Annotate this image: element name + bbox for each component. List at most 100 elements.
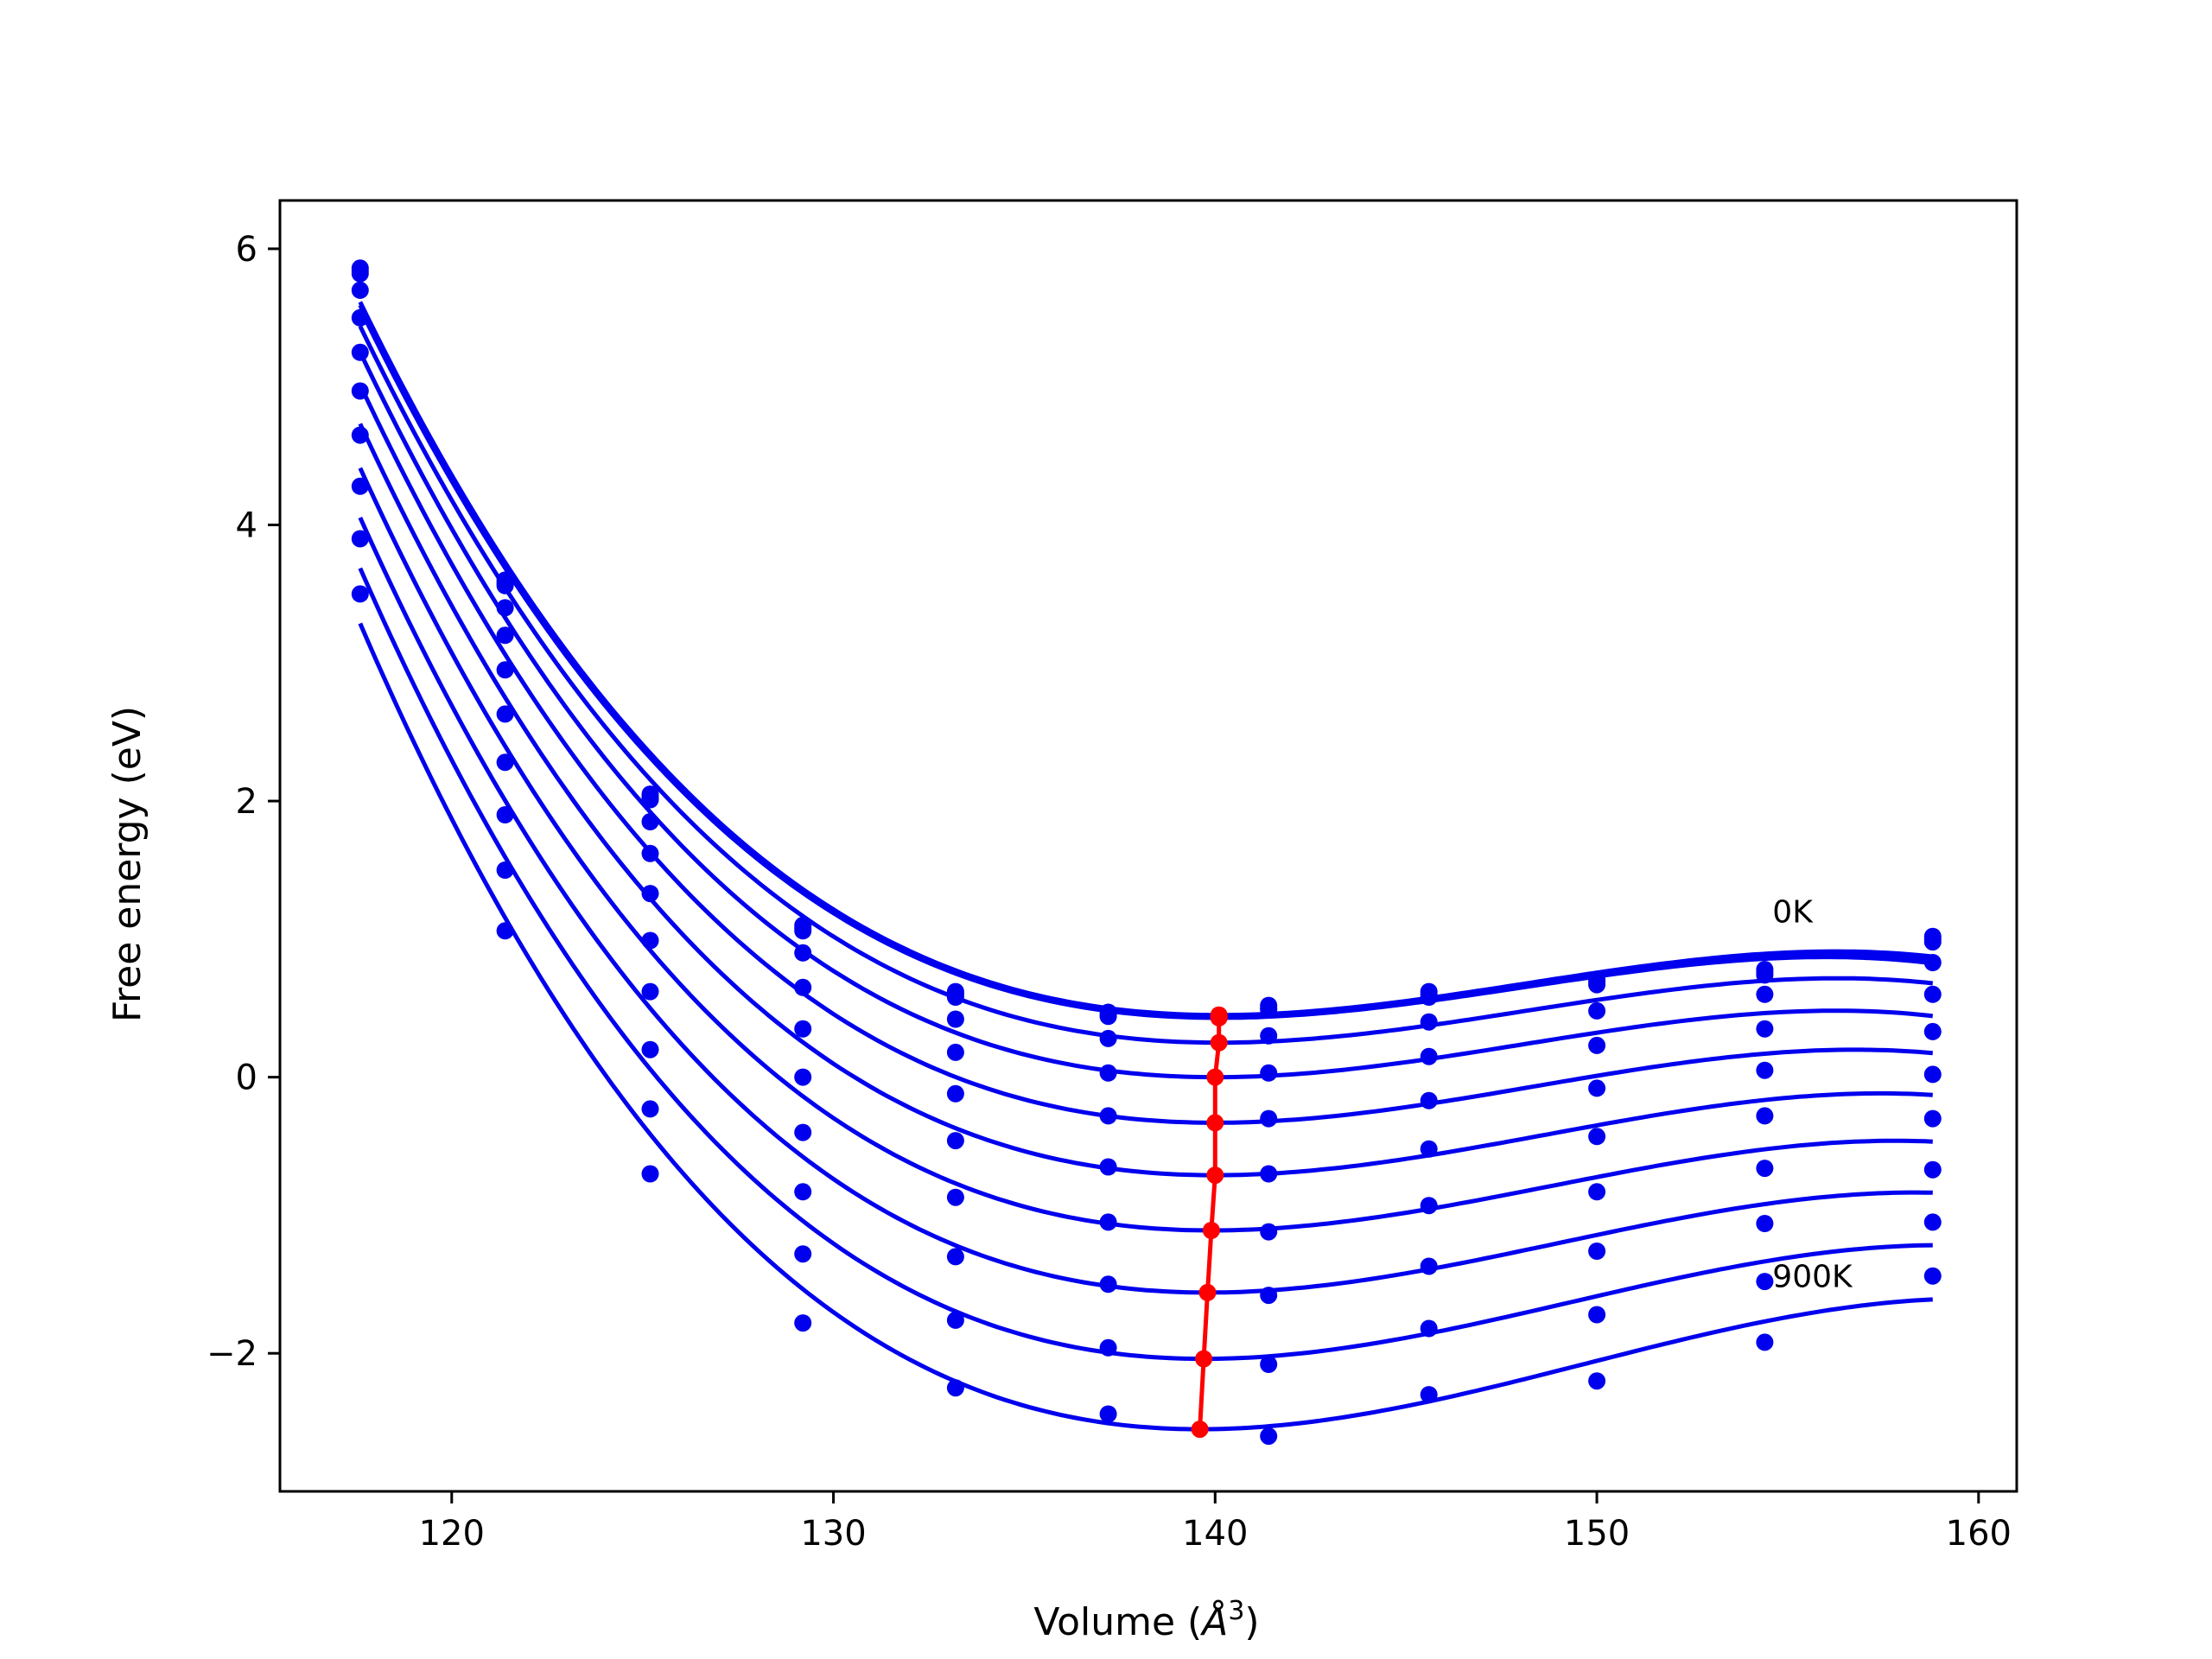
x-axis-label-close: ) [1244, 1600, 1259, 1644]
data-point [1756, 1061, 1774, 1079]
data-point [1099, 1213, 1117, 1231]
equilibrium-point [1191, 1421, 1209, 1439]
data-point [794, 1183, 812, 1201]
data-point [1420, 1013, 1438, 1031]
data-point [496, 705, 514, 723]
data-point [641, 1040, 659, 1058]
data-point [496, 576, 514, 594]
data-point [641, 791, 659, 809]
data-point [496, 626, 514, 645]
y-axis-label: Free energy (eV) [105, 706, 149, 1022]
fit-curve-7 [358, 467, 1933, 1233]
data-point [641, 813, 659, 830]
x-axis-label-unit: Å [1199, 1599, 1228, 1644]
data-point [641, 982, 659, 1001]
data-point [794, 1020, 812, 1038]
data-point [1923, 1065, 1942, 1084]
y-tick-label: 6 [236, 230, 257, 270]
data-point [351, 308, 369, 327]
data-point [1260, 1165, 1278, 1183]
data-point [1756, 1215, 1774, 1232]
data-point [1260, 1287, 1278, 1305]
equilibrium-point [1210, 1008, 1228, 1027]
data-point [946, 1010, 964, 1028]
data-point [1099, 1275, 1117, 1294]
data-point [1923, 954, 1942, 971]
curve-annotation: 0K [1772, 895, 1814, 931]
x-axis-label-main: Volume ( [1033, 1600, 1202, 1644]
data-points [351, 259, 1942, 1446]
y-axis-ticks: −2 0 2 4 6 [207, 230, 280, 1374]
data-point [1099, 1405, 1117, 1423]
data-point [1923, 1022, 1942, 1040]
data-point [1420, 1257, 1438, 1275]
fitted-curves [358, 301, 1934, 1432]
data-point [1260, 1001, 1278, 1019]
data-point [1099, 1338, 1117, 1357]
data-point [946, 988, 964, 1006]
data-point [351, 477, 369, 495]
data-point [351, 382, 369, 400]
data-point [794, 944, 812, 962]
curve-annotation: 900K [1772, 1260, 1853, 1295]
data-point [1923, 1267, 1942, 1285]
equilibrium-point [1202, 1222, 1220, 1239]
data-point [1588, 1183, 1606, 1201]
data-point [794, 922, 812, 940]
data-point [351, 281, 369, 299]
data-point [1420, 1319, 1438, 1338]
data-point [1260, 1356, 1278, 1373]
fit-curve-5 [358, 384, 1934, 1125]
x-axis-ticks: 120 130 140 150 160 [419, 1491, 2012, 1554]
data-point [351, 530, 369, 548]
fit-curve-9 [358, 567, 1933, 1362]
data-point [1420, 1091, 1438, 1109]
equilibrium-point [1198, 1283, 1217, 1301]
data-point [496, 661, 514, 679]
data-point [1923, 933, 1942, 951]
data-point [641, 885, 659, 903]
data-point [946, 1188, 964, 1206]
data-point [641, 1165, 659, 1183]
data-point [496, 753, 514, 772]
data-point [496, 806, 514, 823]
y-tick-label: −2 [207, 1334, 257, 1374]
plot-frame [278, 199, 2018, 1493]
data-point [1923, 1109, 1942, 1128]
data-point [946, 1248, 964, 1266]
data-point [1588, 1372, 1606, 1390]
data-point [1420, 1047, 1438, 1065]
data-point [1099, 1029, 1117, 1047]
data-point [1260, 1427, 1278, 1446]
data-point [1260, 1027, 1278, 1045]
data-point [946, 1132, 964, 1150]
data-point [1588, 1243, 1606, 1260]
data-point [1099, 1158, 1117, 1176]
x-axis-label-exponent: 3 [1228, 1596, 1244, 1626]
y-tick-label: 4 [236, 505, 257, 545]
data-point [946, 1311, 964, 1329]
data-point [1923, 985, 1942, 1003]
x-tick-label: 140 [1182, 1514, 1248, 1554]
data-point [1756, 1333, 1774, 1351]
data-point [1420, 988, 1438, 1006]
data-point [794, 1068, 812, 1086]
data-point [1756, 1273, 1774, 1291]
data-point [496, 599, 514, 617]
data-point [1588, 1079, 1606, 1097]
equilibrium-point [1210, 1033, 1228, 1052]
x-tick-label: 160 [1946, 1514, 2012, 1554]
data-point [794, 978, 812, 996]
data-point [351, 585, 369, 603]
data-point [946, 1043, 964, 1061]
data-point [1756, 1020, 1774, 1038]
x-tick-label: 130 [800, 1514, 866, 1554]
annotations: 0K 900K [1772, 895, 1853, 1295]
data-point [1588, 1036, 1606, 1054]
fit-curve-2 [358, 307, 1934, 1020]
data-point [1420, 1140, 1438, 1158]
data-point [1588, 1128, 1606, 1146]
fit-curve-10 [358, 622, 1933, 1432]
data-point [496, 861, 514, 879]
